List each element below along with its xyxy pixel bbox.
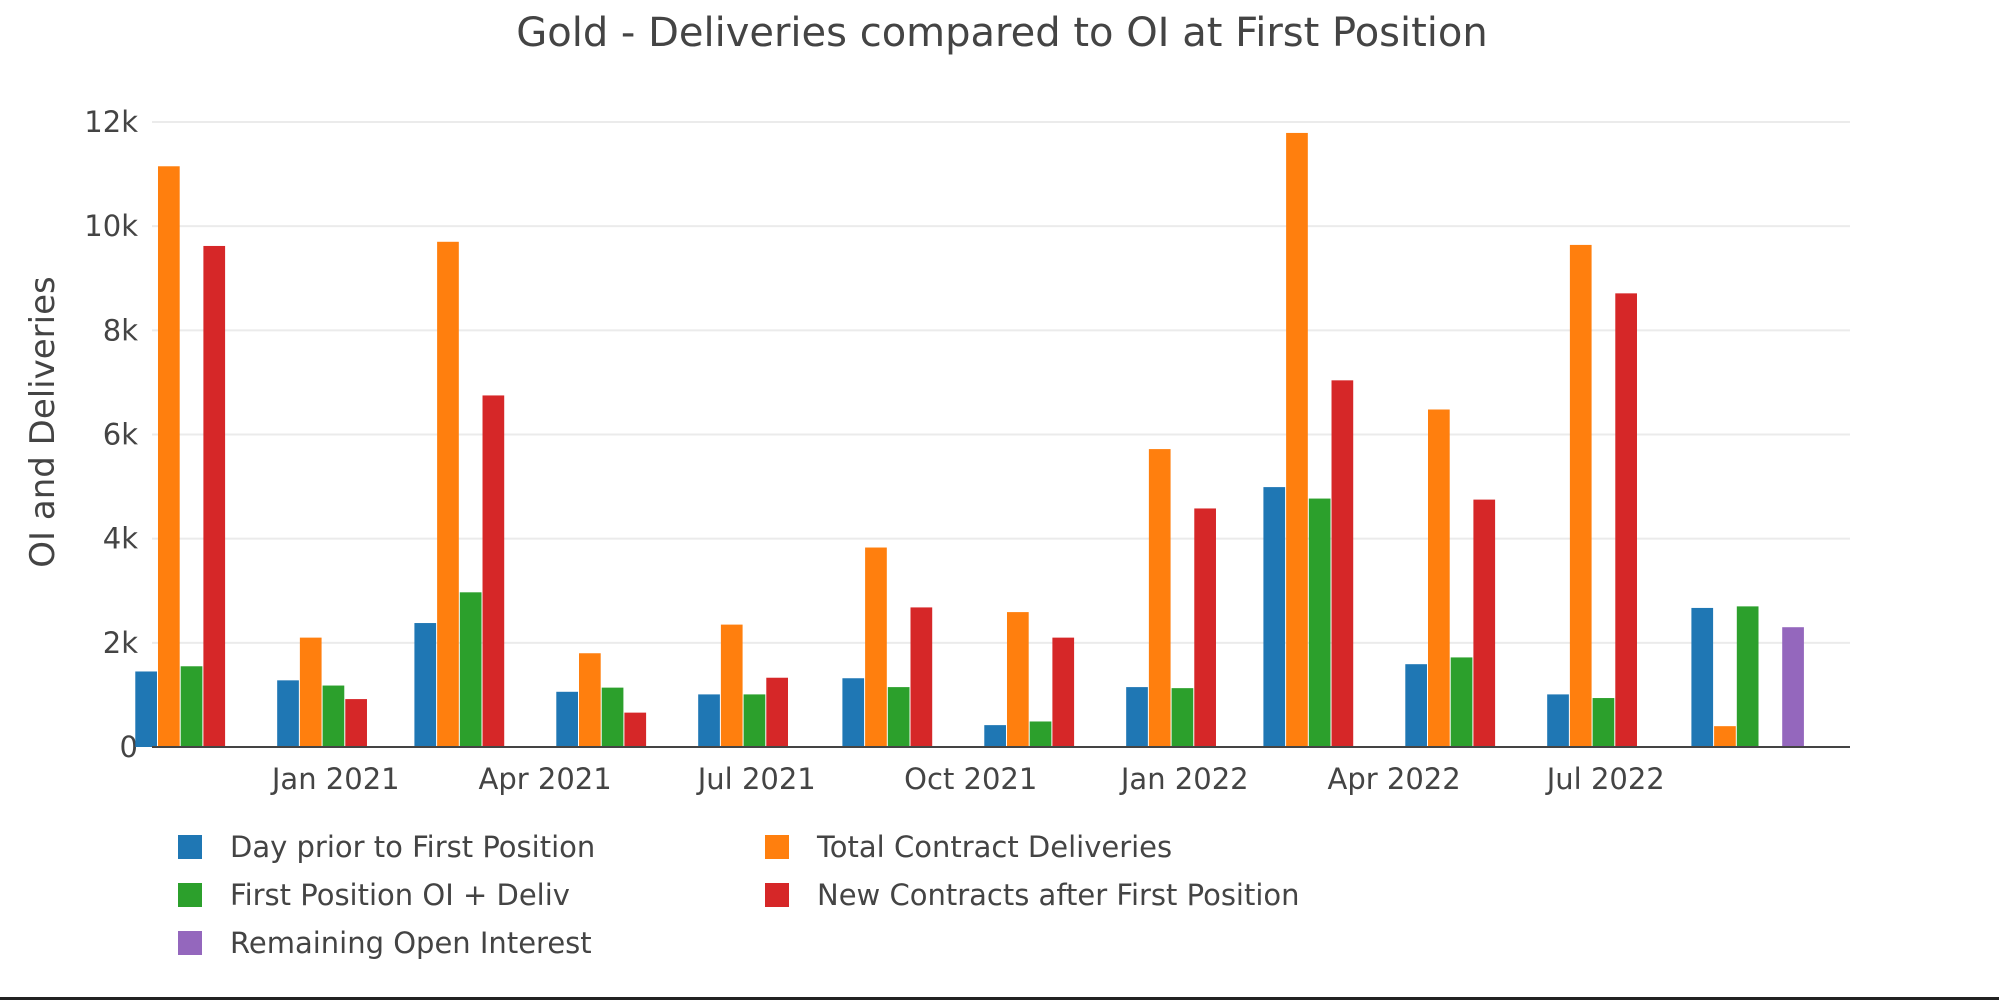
bar	[766, 677, 788, 747]
bar	[1691, 607, 1714, 747]
bar	[579, 653, 601, 747]
bar	[1714, 726, 1736, 747]
x-tick-label: Apr 2022	[1327, 762, 1460, 796]
legend-label: New Contracts after First Position	[817, 878, 1300, 912]
bar	[180, 666, 203, 747]
y-axis-ticks: 0 2k 4k 6k 8k 10k 12k	[84, 105, 138, 764]
bar	[910, 607, 933, 747]
bar	[601, 687, 624, 747]
bar	[1569, 244, 1592, 747]
legend: Day prior to First Position Total Contrac…	[178, 830, 1300, 960]
bar	[1592, 698, 1615, 747]
x-tick-label: Apr 2021	[478, 762, 611, 796]
bar	[203, 245, 226, 748]
legend-swatch	[178, 835, 202, 859]
y-tick-label: 12k	[84, 105, 138, 139]
bar	[720, 624, 743, 747]
bar	[277, 680, 299, 747]
x-tick-label: Oct 2021	[904, 762, 1037, 796]
bar	[135, 671, 157, 747]
bar	[1006, 612, 1029, 747]
bar	[414, 623, 437, 747]
bar	[624, 712, 647, 747]
bars	[135, 132, 1804, 748]
legend-label: Remaining Open Interest	[230, 926, 592, 960]
y-tick-label: 2k	[103, 626, 138, 660]
x-tick-label: Jan 2022	[1119, 762, 1249, 796]
y-tick-label: 10k	[84, 209, 138, 243]
x-tick-label: Jul 2022	[1545, 762, 1665, 796]
bar	[984, 725, 1006, 747]
bar	[1052, 637, 1075, 747]
bar	[887, 687, 910, 747]
bar	[1148, 449, 1171, 747]
bar	[1171, 688, 1194, 747]
legend-label: Day prior to First Position	[230, 830, 595, 864]
y-tick-label: 0	[120, 730, 138, 764]
bar	[1405, 664, 1428, 747]
bar	[299, 637, 322, 747]
bar	[556, 691, 579, 747]
bottom-border	[0, 997, 1999, 1000]
bar	[1473, 499, 1496, 747]
legend-swatch	[178, 931, 202, 955]
y-tick-label: 6k	[103, 418, 138, 452]
bar	[1736, 606, 1759, 747]
bar	[1126, 687, 1148, 747]
legend-swatch	[178, 883, 202, 907]
bar	[157, 166, 180, 748]
bar	[743, 694, 766, 747]
bar	[345, 699, 367, 747]
bar	[1782, 627, 1804, 747]
bar	[482, 395, 505, 747]
legend-label: First Position OI + Deliv	[230, 878, 570, 912]
bar	[1331, 380, 1354, 747]
bar	[1615, 293, 1637, 747]
bar	[698, 694, 720, 747]
bar	[322, 685, 345, 747]
gridlines	[152, 121, 1850, 644]
bar	[437, 241, 459, 747]
y-axis-label: OI and Deliveries	[23, 276, 63, 567]
bar	[1450, 657, 1473, 747]
bar	[459, 592, 482, 747]
x-tick-label: Jul 2021	[696, 762, 816, 796]
y-tick-label: 4k	[103, 522, 138, 556]
bar	[1194, 508, 1216, 747]
y-tick-label: 8k	[103, 313, 138, 347]
bar	[1263, 487, 1286, 747]
x-axis-ticks: Jan 2021 Apr 2021 Jul 2021 Oct 2021 Jan 2022…	[270, 762, 1665, 796]
x-tick-label: Jan 2021	[270, 762, 400, 796]
bar	[865, 547, 887, 747]
bar	[842, 678, 865, 747]
legend-swatch	[765, 835, 789, 859]
bar	[1547, 694, 1569, 747]
bar	[1286, 132, 1308, 747]
chart-title: Gold - Deliveries compared to OI at Firs…	[516, 10, 1488, 56]
legend-label: Total Contract Deliveries	[816, 830, 1172, 864]
bar	[1308, 498, 1331, 747]
bar	[1428, 409, 1450, 747]
bar	[1029, 721, 1052, 747]
legend-swatch	[765, 883, 789, 907]
